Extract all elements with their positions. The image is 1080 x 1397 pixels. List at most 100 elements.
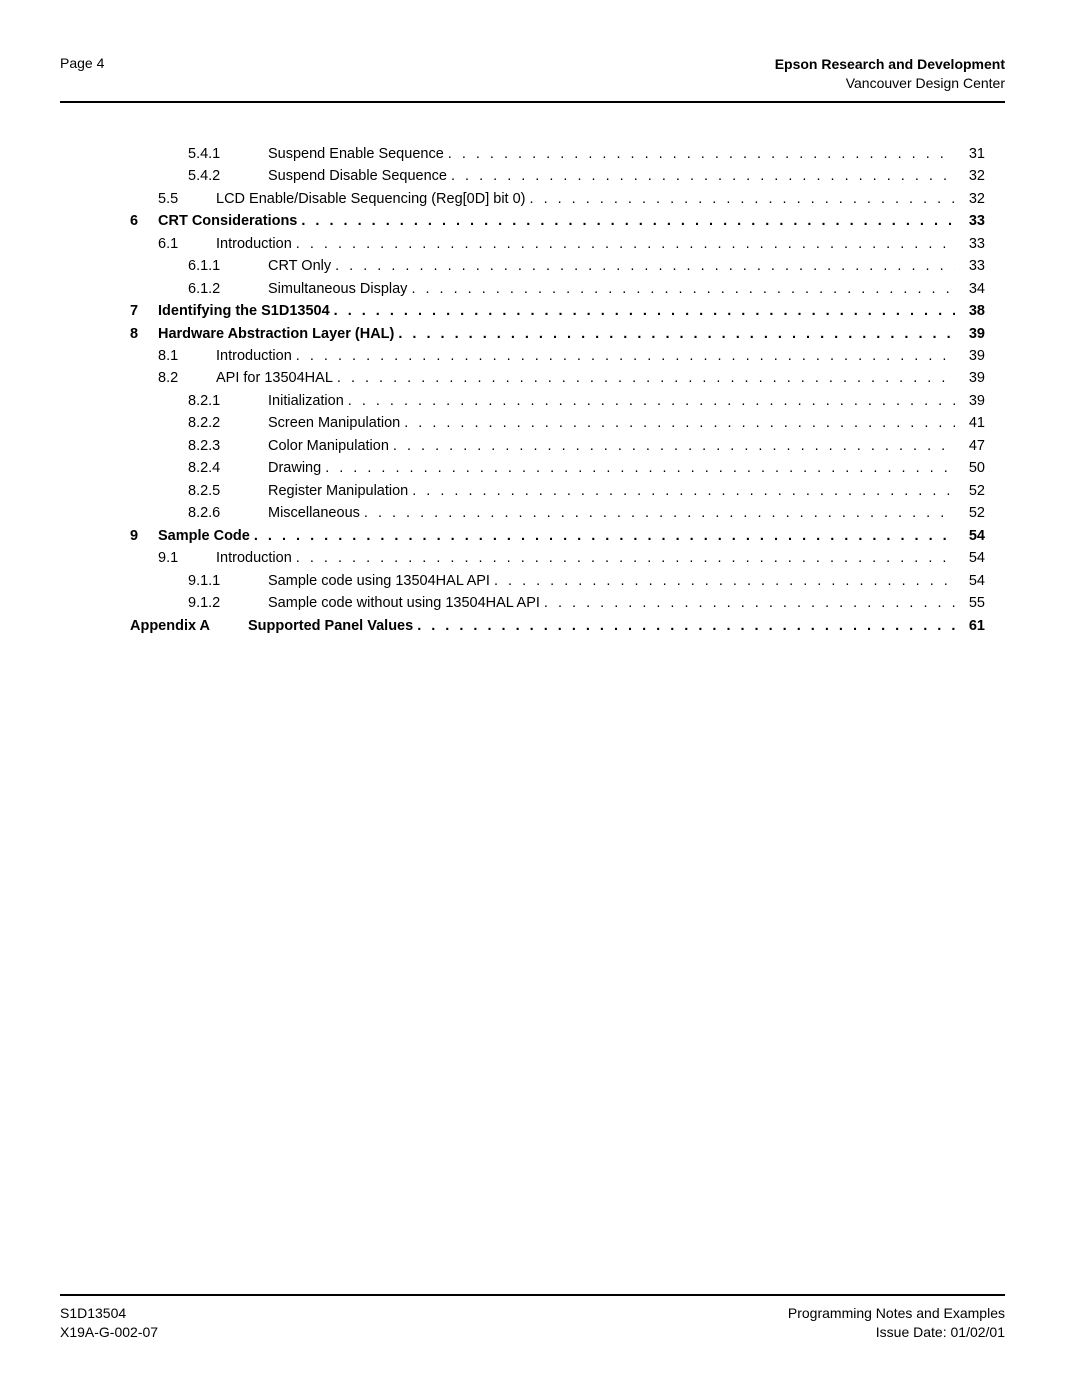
toc-entry-number: Appendix A [130,615,248,637]
toc-entry-page: 33 [955,255,985,277]
toc-entry-page: 50 [955,457,985,479]
toc-leader-dots: . . . . . . . . . . . . . . . . . . . . … [389,435,955,457]
toc-leader-dots: . . . . . . . . . . . . . . . . . . . . … [540,592,955,614]
toc-entry-page: 47 [955,435,985,457]
footer-date: Issue Date: 01/02/01 [788,1323,1005,1342]
toc-entry-title: Register Manipulation [268,480,408,502]
toc-entry-title: Color Manipulation [268,435,389,457]
toc-entry: 8.2.6Miscellaneous . . . . . . . . . . .… [130,502,985,524]
toc-entry-number: 8.2.4 [188,457,268,479]
footer-left: S1D13504 X19A-G-002-07 [60,1304,158,1342]
page-footer: S1D13504 X19A-G-002-07 Programming Notes… [60,1294,1005,1342]
toc-leader-dots: . . . . . . . . . . . . . . . . . . . . … [444,143,955,165]
toc-entry-number: 6.1 [158,233,216,255]
toc-entry: 9.1Introduction . . . . . . . . . . . . … [130,547,985,569]
toc-entry-title: API for 13504HAL [216,367,333,389]
toc-entry: 6.1.2Simultaneous Display . . . . . . . … [130,278,985,300]
header-right: Epson Research and Development Vancouver… [775,55,1005,93]
toc-entry-title: Initialization [268,390,344,412]
toc-entry-page: 54 [955,547,985,569]
toc-entry-title: Suspend Disable Sequence [268,165,447,187]
toc-entry: 9Sample Code . . . . . . . . . . . . . .… [130,525,985,547]
toc-entry-title: Introduction [216,233,292,255]
toc-entry: 8.2.4Drawing . . . . . . . . . . . . . .… [130,457,985,479]
toc-entry-title: Simultaneous Display [268,278,407,300]
toc-entry-title: Screen Manipulation [268,412,400,434]
toc-entry: 5.4.1Suspend Enable Sequence . . . . . .… [130,143,985,165]
toc-entry-page: 33 [955,210,985,232]
toc-entry-title: Introduction [216,345,292,367]
toc-entry-number: 6 [130,210,158,232]
toc-entry-title: Miscellaneous [268,502,360,524]
toc-entry-number: 8 [130,323,158,345]
toc-leader-dots: . . . . . . . . . . . . . . . . . . . . … [250,525,955,547]
toc-entry: 8.2.2Screen Manipulation . . . . . . . .… [130,412,985,434]
toc-entry-title: Supported Panel Values [248,615,413,637]
toc-entry-number: 5.4.1 [188,143,268,165]
toc-entry-number: 9.1.1 [188,570,268,592]
footer-doc-code: X19A-G-002-07 [60,1323,158,1342]
toc-entry: 8Hardware Abstraction Layer (HAL) . . . … [130,323,985,345]
toc-entry-title: Introduction [216,547,292,569]
toc-entry-page: 39 [955,345,985,367]
page-number-label: Page 4 [60,55,104,71]
toc-leader-dots: . . . . . . . . . . . . . . . . . . . . … [490,570,955,592]
toc-leader-dots: . . . . . . . . . . . . . . . . . . . . … [321,457,955,479]
toc-leader-dots: . . . . . . . . . . . . . . . . . . . . … [360,502,955,524]
page-header: Page 4 Epson Research and Development Va… [60,55,1005,103]
toc-leader-dots: . . . . . . . . . . . . . . . . . . . . … [394,323,955,345]
toc-entry-title: CRT Only [268,255,331,277]
toc-leader-dots: . . . . . . . . . . . . . . . . . . . . … [333,367,955,389]
toc-entry-number: 8.2.2 [188,412,268,434]
company-name: Epson Research and Development [775,55,1005,74]
toc-entry: 9.1.2Sample code without using 13504HAL … [130,592,985,614]
toc-entry: Appendix ASupported Panel Values . . . .… [130,615,985,637]
toc-entry-page: 32 [955,165,985,187]
toc-entry: 9.1.1Sample code using 13504HAL API . . … [130,570,985,592]
toc-entry-page: 38 [955,300,985,322]
toc-entry: 7Identifying the S1D13504 . . . . . . . … [130,300,985,322]
toc-entry: 8.2.5Register Manipulation . . . . . . .… [130,480,985,502]
toc-entry-number: 9 [130,525,158,547]
toc-entry: 8.2.1Initialization . . . . . . . . . . … [130,390,985,412]
toc-entry: 5.4.2Suspend Disable Sequence . . . . . … [130,165,985,187]
toc-entry-number: 5.5 [158,188,216,210]
toc-entry: 6CRT Considerations . . . . . . . . . . … [130,210,985,232]
toc-entry-number: 8.2.5 [188,480,268,502]
toc-entry-number: 9.1 [158,547,216,569]
toc-entry-page: 55 [955,592,985,614]
table-of-contents: 5.4.1Suspend Enable Sequence . . . . . .… [60,143,1005,637]
footer-doc-id: S1D13504 [60,1304,158,1323]
toc-entry-page: 52 [955,502,985,524]
toc-leader-dots: . . . . . . . . . . . . . . . . . . . . … [407,278,955,300]
toc-entry-title: Sample code without using 13504HAL API [268,592,540,614]
toc-entry-number: 8.2.6 [188,502,268,524]
toc-entry-page: 54 [955,570,985,592]
toc-entry-page: 39 [955,367,985,389]
toc-leader-dots: . . . . . . . . . . . . . . . . . . . . … [297,210,955,232]
toc-entry-title: CRT Considerations [158,210,297,232]
toc-entry-page: 39 [955,390,985,412]
toc-leader-dots: . . . . . . . . . . . . . . . . . . . . … [292,233,955,255]
toc-leader-dots: . . . . . . . . . . . . . . . . . . . . … [344,390,955,412]
toc-entry: 6.1.1CRT Only . . . . . . . . . . . . . … [130,255,985,277]
toc-entry: 6.1Introduction . . . . . . . . . . . . … [130,233,985,255]
toc-entry-number: 9.1.2 [188,592,268,614]
toc-entry-page: 52 [955,480,985,502]
toc-entry-page: 34 [955,278,985,300]
toc-entry: 8.2API for 13504HAL . . . . . . . . . . … [130,367,985,389]
toc-leader-dots: . . . . . . . . . . . . . . . . . . . . … [400,412,955,434]
toc-leader-dots: . . . . . . . . . . . . . . . . . . . . … [330,300,955,322]
toc-entry-page: 41 [955,412,985,434]
toc-entry-number: 8.2.3 [188,435,268,457]
toc-entry-number: 7 [130,300,158,322]
toc-entry-title: Drawing [268,457,321,479]
toc-entry-page: 32 [955,188,985,210]
toc-leader-dots: . . . . . . . . . . . . . . . . . . . . … [292,547,955,569]
toc-entry-page: 39 [955,323,985,345]
toc-leader-dots: . . . . . . . . . . . . . . . . . . . . … [331,255,955,277]
footer-right: Programming Notes and Examples Issue Dat… [788,1304,1005,1342]
toc-entry: 5.5LCD Enable/Disable Sequencing (Reg[0D… [130,188,985,210]
department-name: Vancouver Design Center [775,74,1005,93]
toc-entry-number: 6.1.2 [188,278,268,300]
